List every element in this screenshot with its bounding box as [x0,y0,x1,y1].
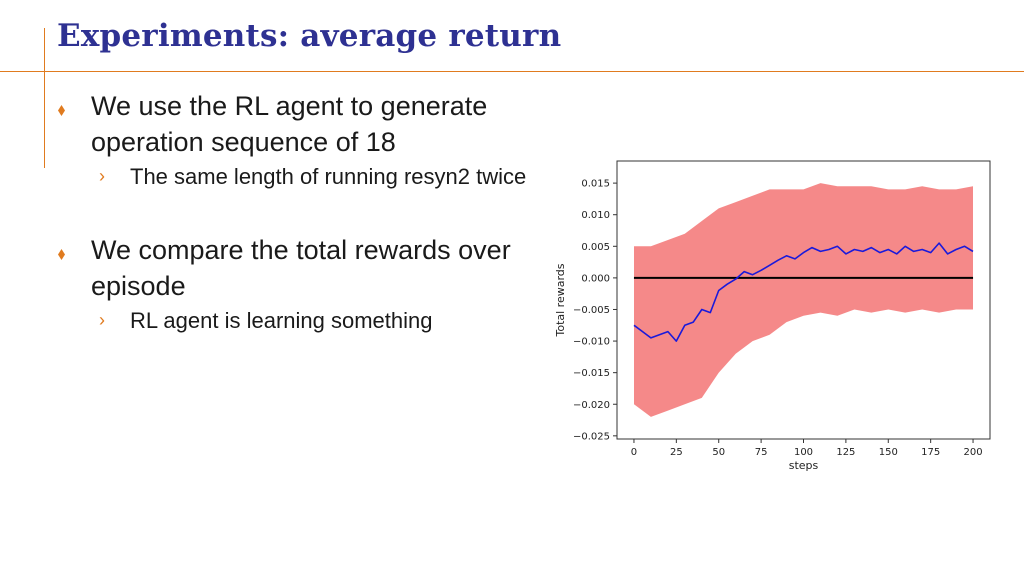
y-tick-label: −0.015 [573,368,610,379]
x-tick-label: 175 [921,447,940,458]
left-accent-line [44,28,45,168]
x-tick-label: 75 [755,447,768,458]
y-tick-label: −0.010 [573,337,610,348]
mean-reward-line [633,242,974,342]
x-axis-label: steps [789,459,819,472]
x-tick-label: 200 [963,447,982,458]
bullet-list: We use the RL agent to generate operatio… [58,88,538,336]
x-tick-label: 125 [836,447,855,458]
bullet-diamond-icon [58,105,65,116]
std-band [634,183,973,417]
x-tick-label: 100 [794,447,813,458]
slide-title: Experiments: average return [57,18,562,54]
y-axis-label: Total rewards [554,263,567,337]
x-tick-label: 50 [712,447,725,458]
bullet-text: We compare the total rewards over episod… [91,235,511,301]
y-tick-label: −0.025 [573,431,610,442]
x-tick-label: 150 [879,447,898,458]
sub-bullet-chevron-icon: › [99,310,105,330]
x-tick-label: 0 [631,447,637,458]
x-tick-label: 25 [670,447,683,458]
y-tick-label: −0.005 [573,305,610,316]
sub-bullet-text: The same length of running resyn2 twice [130,164,527,189]
sub-bullet-item: › RL agent is learning something [99,306,538,336]
bullet-diamond-icon [58,249,65,260]
bullet-item: We use the RL agent to generate operatio… [58,88,538,160]
sub-bullet-item: › The same length of running resyn2 twic… [99,162,538,192]
y-tick-label: 0.010 [581,210,610,221]
sub-bullet-chevron-icon: › [99,166,105,186]
sub-bullet-text: RL agent is learning something [130,308,433,333]
y-tick-label: −0.020 [573,400,610,411]
title-divider [0,71,1024,72]
y-tick-label: 0.000 [581,273,610,284]
bullet-text: We use the RL agent to generate operatio… [91,91,488,157]
bullet-item: We compare the total rewards over episod… [58,232,538,304]
y-tick-label: 0.015 [581,179,610,190]
y-tick-label: 0.005 [581,242,610,253]
reward-chart: 0 25 50 75 100 125 150 175 200 0.015 0.010 0.005 0.0… [554,160,991,472]
